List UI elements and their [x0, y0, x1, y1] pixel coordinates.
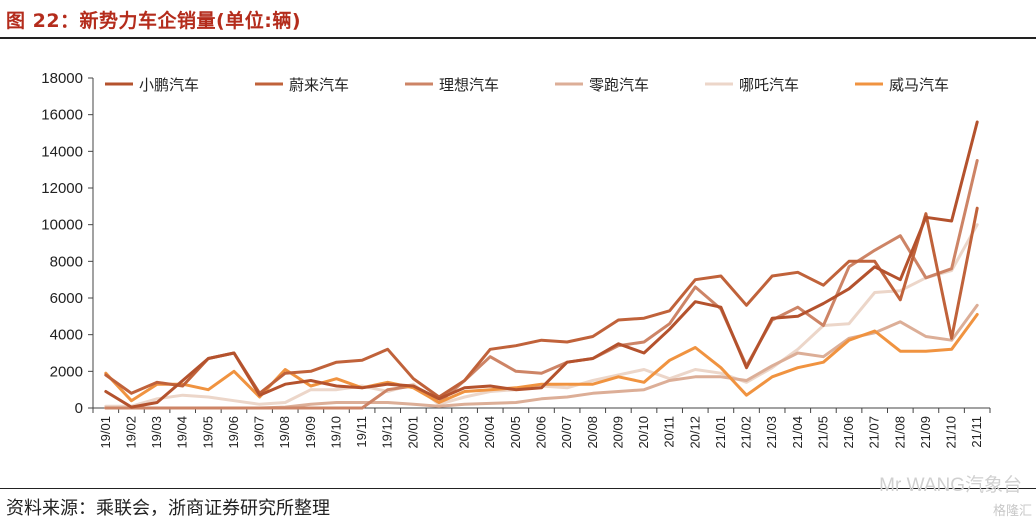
x-tick-label: 19/08	[277, 416, 292, 449]
x-tick-label: 20/10	[636, 416, 651, 449]
x-tick-label: 20/03	[457, 416, 472, 449]
x-tick-label: 19/09	[303, 416, 318, 449]
bottom-rule	[0, 488, 1036, 489]
chart-axes: 0 2000 4000 6000 8000 10000 12000 14000 16000 180…	[41, 70, 991, 449]
legend-label: 零跑汽车	[589, 76, 649, 94]
y-tick-label: 18000	[41, 70, 83, 87]
x-tick-label: 20/07	[559, 416, 574, 449]
x-tick-label: 21/02	[739, 416, 754, 449]
y-tick-label: 0	[75, 400, 83, 417]
y-tick-label: 2000	[50, 363, 83, 380]
x-tick-label: 19/07	[252, 416, 267, 449]
x-tick-label: 20/01	[405, 416, 420, 449]
watermark-badge: 格隆汇	[992, 504, 1032, 519]
x-tick-label: 20/09	[610, 416, 625, 449]
x-tick-label: 20/08	[585, 416, 600, 449]
x-tick-label: 21/11	[969, 416, 984, 448]
top-rule	[0, 37, 1036, 39]
x-tick-label: 21/05	[815, 416, 830, 449]
y-tick-label: 10000	[41, 217, 83, 234]
x-tick-label: 21/07	[867, 416, 882, 449]
watermark: Mr WANG汽象台	[879, 475, 1022, 496]
figure-header: 图 22：新势力车企销量(单位:辆)	[6, 4, 301, 34]
series-layer	[104, 120, 979, 410]
x-tick-label: 19/02	[123, 416, 138, 449]
x-tick-label: 19/04	[175, 416, 190, 449]
x-tick-label: 21/10	[944, 416, 959, 449]
chart-legend: 小鹏汽车 蔚来汽车 理想汽车 零跑汽车 哪吒汽车 威马汽车	[105, 76, 949, 94]
legend-label: 威马汽车	[889, 76, 949, 94]
legend-label: 哪吒汽车	[739, 76, 799, 94]
x-tick-label: 20/06	[534, 416, 549, 449]
x-tick-label: 19/12	[380, 416, 395, 449]
series-line	[104, 120, 979, 409]
x-tick-label: 21/01	[713, 416, 728, 449]
x-tick-label: 19/05	[200, 416, 215, 449]
x-tick-label: 19/10	[328, 416, 343, 449]
series-line	[104, 159, 979, 410]
line-chart: 0 2000 4000 6000 8000 10000 12000 14000 16000 180…	[41, 70, 991, 449]
y-tick-label: 8000	[50, 253, 83, 270]
x-tick-label: 19/01	[98, 416, 113, 449]
x-tick-label: 19/11	[354, 416, 369, 448]
x-tick-label: 21/08	[892, 416, 907, 449]
series-line	[104, 313, 979, 404]
y-tick-label: 4000	[50, 327, 83, 344]
y-tick-label: 12000	[41, 180, 83, 197]
x-tick-label: 20/05	[508, 416, 523, 449]
source-note: 资料来源：乘联会，浙商证券研究所整理	[6, 498, 330, 519]
legend-label: 小鹏汽车	[139, 76, 199, 94]
legend-label: 蔚来汽车	[289, 76, 349, 94]
x-tick-label: 20/04	[482, 416, 497, 449]
x-tick-label: 21/09	[918, 416, 933, 449]
series-line	[104, 206, 979, 399]
y-tick-label: 14000	[41, 143, 83, 160]
x-tick-label: 19/06	[226, 416, 241, 449]
x-tick-label: 21/04	[790, 416, 805, 449]
x-tick-label: 20/12	[687, 416, 702, 449]
legend-label: 理想汽车	[439, 76, 499, 94]
y-tick-label: 16000	[41, 107, 83, 124]
figure-title: 图 22：新势力车企销量(单位:辆)	[6, 9, 302, 32]
x-tick-label: 21/03	[764, 416, 779, 449]
x-tick-label: 21/06	[841, 416, 856, 449]
x-tick-label: 20/02	[431, 416, 446, 449]
y-tick-label: 6000	[50, 290, 83, 307]
x-tick-label: 19/03	[149, 416, 164, 449]
series-line	[104, 223, 979, 408]
x-tick-label: 20/11	[662, 416, 677, 448]
